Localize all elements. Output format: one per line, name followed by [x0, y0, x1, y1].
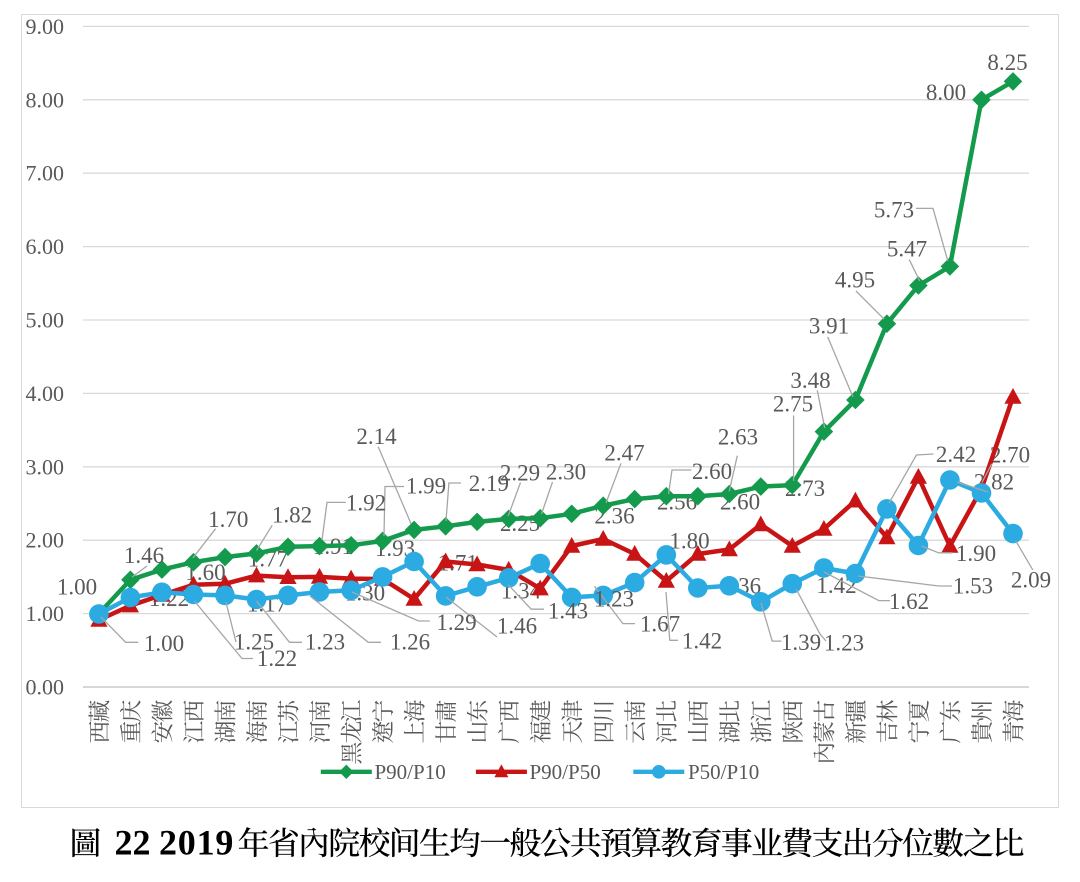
svg-text:2.63: 2.63: [718, 425, 758, 450]
svg-text:2.19: 2.19: [469, 471, 509, 496]
svg-text:P90/P50: P90/P50: [530, 760, 601, 784]
svg-text:P90/P10: P90/P10: [375, 760, 446, 784]
svg-text:1.26: 1.26: [390, 630, 430, 655]
svg-text:2.00: 2.00: [26, 528, 65, 553]
svg-text:3.48: 3.48: [790, 368, 830, 393]
svg-text:0.00: 0.00: [26, 675, 65, 700]
svg-text:2.42: 2.42: [936, 442, 976, 467]
svg-text:3.91: 3.91: [809, 314, 849, 339]
svg-text:P50/P10: P50/P10: [688, 760, 759, 784]
svg-text:1.92: 1.92: [346, 491, 386, 516]
svg-text:1.42: 1.42: [682, 629, 722, 654]
svg-text:8.00: 8.00: [926, 80, 966, 105]
svg-text:1.53: 1.53: [953, 574, 993, 599]
svg-text:5.47: 5.47: [887, 237, 927, 262]
svg-text:2.30: 2.30: [546, 460, 586, 485]
svg-text:2.29: 2.29: [500, 460, 540, 485]
svg-text:1.23: 1.23: [594, 587, 634, 612]
svg-text:2.09: 2.09: [1011, 568, 1051, 593]
svg-text:4.00: 4.00: [26, 381, 65, 406]
svg-text:2.47: 2.47: [604, 441, 644, 466]
svg-text:1.80: 1.80: [669, 528, 709, 553]
svg-text:1.90: 1.90: [956, 541, 996, 566]
svg-text:1.00: 1.00: [57, 575, 97, 600]
svg-text:1.23: 1.23: [824, 631, 864, 656]
svg-text:2019: 2019: [159, 823, 234, 863]
svg-text:4.95: 4.95: [835, 268, 875, 293]
svg-text:1.25: 1.25: [234, 630, 274, 655]
svg-text:1.43: 1.43: [548, 599, 588, 624]
svg-text:2.75: 2.75: [773, 392, 813, 417]
svg-text:1.39: 1.39: [781, 630, 821, 655]
svg-text:1.00: 1.00: [144, 631, 184, 656]
svg-text:3.00: 3.00: [26, 454, 65, 479]
svg-text:1.29: 1.29: [436, 610, 476, 635]
svg-text:5.00: 5.00: [26, 308, 65, 333]
svg-text:1.46: 1.46: [497, 614, 537, 639]
svg-text:9.00: 9.00: [26, 14, 65, 39]
svg-text:1.23: 1.23: [305, 630, 345, 655]
svg-text:6.00: 6.00: [26, 234, 65, 259]
svg-text:1.00: 1.00: [26, 601, 65, 626]
svg-text:2.60: 2.60: [692, 459, 732, 484]
svg-text:1.82: 1.82: [272, 503, 312, 528]
svg-text:8.25: 8.25: [987, 50, 1027, 75]
svg-text:1.22: 1.22: [257, 646, 297, 671]
svg-text:1.70: 1.70: [208, 507, 248, 532]
svg-text:8.00: 8.00: [26, 87, 65, 112]
svg-text:2.14: 2.14: [356, 424, 397, 449]
svg-text:1.46: 1.46: [124, 543, 164, 568]
svg-text:7.00: 7.00: [26, 161, 65, 186]
svg-text:22: 22: [115, 823, 151, 863]
svg-text:1.62: 1.62: [889, 589, 929, 614]
svg-text:5.73: 5.73: [874, 198, 914, 223]
svg-text:1.67: 1.67: [640, 612, 680, 637]
svg-text:1.99: 1.99: [406, 474, 446, 499]
